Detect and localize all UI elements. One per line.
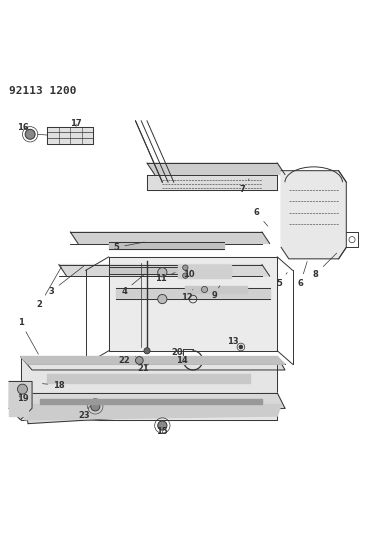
Polygon shape bbox=[185, 286, 247, 293]
Circle shape bbox=[183, 265, 188, 270]
Polygon shape bbox=[147, 163, 285, 174]
Text: 11: 11 bbox=[154, 272, 175, 283]
Circle shape bbox=[201, 286, 208, 293]
Circle shape bbox=[183, 273, 188, 278]
Polygon shape bbox=[109, 241, 223, 249]
Polygon shape bbox=[20, 393, 285, 424]
Polygon shape bbox=[47, 374, 251, 383]
Polygon shape bbox=[40, 399, 262, 405]
Polygon shape bbox=[109, 266, 231, 274]
Text: 8: 8 bbox=[313, 253, 337, 279]
Text: 20: 20 bbox=[172, 348, 183, 357]
Text: 22: 22 bbox=[118, 356, 135, 365]
Polygon shape bbox=[178, 264, 231, 278]
Polygon shape bbox=[47, 127, 93, 144]
Text: 12: 12 bbox=[181, 289, 193, 302]
Text: 23: 23 bbox=[78, 406, 90, 421]
Polygon shape bbox=[9, 399, 28, 416]
Text: 19: 19 bbox=[17, 394, 28, 403]
Polygon shape bbox=[109, 257, 277, 351]
Circle shape bbox=[135, 357, 143, 364]
Polygon shape bbox=[24, 405, 281, 420]
Text: 1: 1 bbox=[18, 318, 38, 354]
Polygon shape bbox=[20, 357, 285, 370]
Text: 5: 5 bbox=[113, 242, 144, 252]
Text: 7: 7 bbox=[240, 179, 249, 195]
Text: 5: 5 bbox=[276, 272, 287, 288]
Circle shape bbox=[158, 268, 167, 277]
Polygon shape bbox=[59, 264, 270, 276]
Text: 18: 18 bbox=[42, 381, 65, 390]
Text: 2: 2 bbox=[37, 267, 61, 309]
Polygon shape bbox=[281, 171, 346, 259]
Text: 15: 15 bbox=[156, 427, 168, 436]
Text: 4: 4 bbox=[121, 274, 145, 296]
Text: 21: 21 bbox=[137, 364, 149, 373]
Text: 3: 3 bbox=[48, 266, 83, 296]
Text: 9: 9 bbox=[211, 286, 220, 300]
Text: 16: 16 bbox=[17, 123, 28, 132]
Text: 10: 10 bbox=[183, 270, 195, 279]
Text: 13: 13 bbox=[227, 337, 241, 349]
Circle shape bbox=[25, 130, 35, 139]
Polygon shape bbox=[147, 174, 277, 190]
Polygon shape bbox=[20, 357, 285, 364]
Text: 92113 1200: 92113 1200 bbox=[9, 86, 76, 96]
Polygon shape bbox=[9, 382, 32, 420]
Circle shape bbox=[158, 421, 167, 430]
Circle shape bbox=[17, 384, 27, 394]
Text: 6: 6 bbox=[297, 262, 307, 288]
Text: 14: 14 bbox=[176, 356, 187, 365]
Text: 6: 6 bbox=[253, 208, 268, 226]
Polygon shape bbox=[20, 357, 277, 420]
Polygon shape bbox=[116, 288, 270, 299]
Text: 17: 17 bbox=[70, 119, 82, 128]
Circle shape bbox=[158, 294, 167, 304]
Circle shape bbox=[239, 345, 243, 349]
Circle shape bbox=[144, 348, 150, 354]
Polygon shape bbox=[70, 232, 270, 244]
Circle shape bbox=[91, 402, 100, 411]
